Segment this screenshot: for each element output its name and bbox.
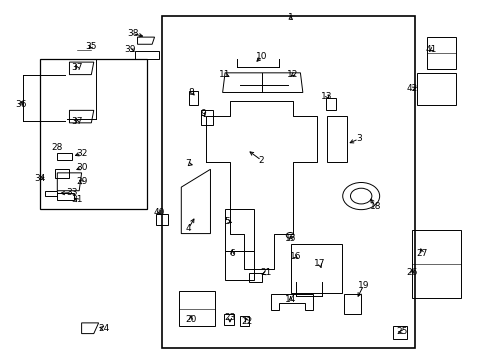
Text: 5: 5: [224, 217, 230, 226]
Bar: [40, 59, 147, 208]
Text: 2: 2: [258, 156, 264, 165]
Text: 33: 33: [66, 188, 78, 197]
Text: 27: 27: [415, 249, 427, 258]
Text: 24: 24: [98, 324, 109, 333]
Text: 15: 15: [285, 234, 296, 243]
Text: 25: 25: [396, 327, 407, 336]
Text: 6: 6: [229, 249, 235, 258]
Text: 30: 30: [76, 163, 87, 172]
Text: 29: 29: [76, 177, 87, 186]
Text: 23: 23: [224, 313, 235, 322]
Text: 37: 37: [71, 117, 82, 126]
Text: 31: 31: [71, 195, 82, 204]
Text: 7: 7: [185, 159, 191, 168]
Text: 35: 35: [85, 41, 97, 50]
Text: 19: 19: [357, 281, 368, 290]
Text: 21: 21: [260, 268, 271, 277]
Text: 32: 32: [76, 149, 87, 158]
Text: 34: 34: [35, 174, 46, 183]
Text: 11: 11: [219, 70, 230, 79]
Bar: [162, 16, 414, 348]
Text: 8: 8: [188, 88, 194, 97]
Text: 14: 14: [285, 295, 296, 304]
Text: 22: 22: [241, 316, 252, 325]
Text: 12: 12: [287, 70, 298, 79]
Text: 37: 37: [71, 63, 82, 72]
Text: 13: 13: [321, 91, 332, 100]
Text: 36: 36: [15, 100, 26, 109]
Text: 41: 41: [425, 45, 436, 54]
Text: 16: 16: [289, 252, 301, 261]
Text: 4: 4: [185, 224, 191, 233]
Text: 18: 18: [369, 202, 381, 211]
Text: 40: 40: [153, 208, 165, 217]
Text: 20: 20: [185, 315, 196, 324]
Text: 1: 1: [287, 13, 293, 22]
Text: 26: 26: [406, 268, 417, 277]
Text: 42: 42: [406, 84, 417, 93]
Text: 38: 38: [127, 29, 138, 38]
Text: 3: 3: [355, 134, 361, 143]
Text: 10: 10: [255, 52, 267, 61]
Text: 17: 17: [313, 260, 325, 269]
Text: 9: 9: [200, 109, 205, 118]
Text: 39: 39: [124, 45, 136, 54]
Text: 28: 28: [52, 143, 63, 152]
